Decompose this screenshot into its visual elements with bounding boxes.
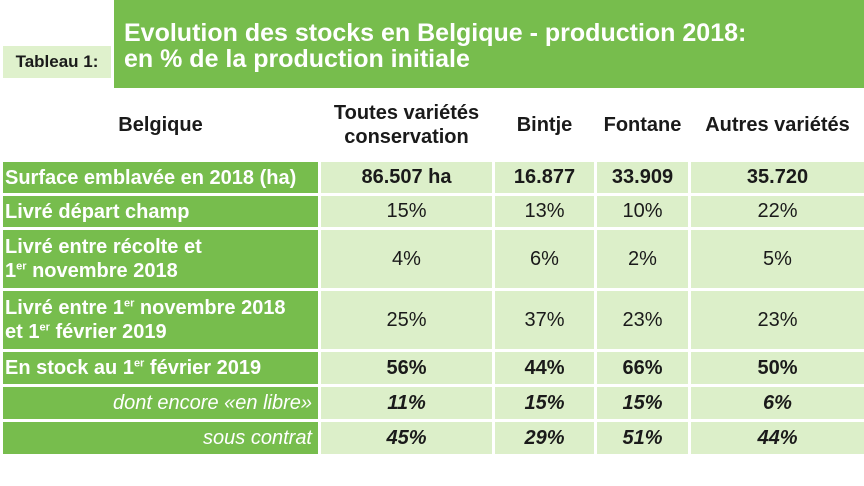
table-cell: 33.909 (594, 159, 691, 196)
table-cell: 22% (688, 193, 864, 230)
row-label: Surface emblavée en 2018 (ha) (0, 159, 321, 196)
table-row: Livré entre récolte et 1er novembre 2018… (0, 227, 864, 291)
table-cell: 29% (492, 419, 597, 457)
table-cell: 16.877 (492, 159, 597, 196)
table-cell: 23% (594, 288, 691, 352)
table-cell: 2% (594, 227, 691, 291)
header-autres-varietes: Autres variétés (688, 88, 864, 162)
table-cell: 23% (688, 288, 864, 352)
header-belgique: Belgique (0, 88, 321, 162)
table-cell: 5% (688, 227, 864, 291)
table-row: sous contrat 45% 29% 51% 44% (0, 419, 864, 457)
table-cell: 11% (318, 384, 495, 422)
table-row: Livré départ champ 15% 13% 10% 22% (0, 193, 864, 230)
table-cell: 66% (594, 349, 691, 387)
row-label-sup: er (39, 321, 50, 334)
title-bar (0, 0, 864, 88)
table-cell: 4% (318, 227, 495, 291)
table-cell: 13% (492, 193, 597, 230)
table-tag: Tableau 1: (3, 46, 111, 78)
row-label: En stock au 1er février 2019 (0, 349, 321, 387)
table-row: En stock au 1er février 2019 56% 44% 66%… (0, 349, 864, 387)
table-cell: 10% (594, 193, 691, 230)
table-row: dont encore «en libre» 11% 15% 15% 6% (0, 384, 864, 422)
table-cell: 86.507 ha (318, 159, 495, 196)
table-cell: 44% (492, 349, 597, 387)
table-cell: 50% (688, 349, 864, 387)
table-cell: 56% (318, 349, 495, 387)
row-label-part: En stock au 1 (5, 357, 134, 379)
table-title: Evolution des stocks en Belgique - produ… (124, 20, 854, 72)
table-cell: 51% (594, 419, 691, 457)
table-cell: 15% (594, 384, 691, 422)
table-row: Livré entre 1er novembre 2018 et 1er fév… (0, 288, 864, 352)
header-row: Belgique Toutes variétés conservation Bi… (0, 88, 864, 162)
row-label: Livré départ champ (0, 193, 321, 230)
table-cell: 15% (492, 384, 597, 422)
table-cell: 35.720 (688, 159, 864, 196)
row-label-part: février 2019 (149, 357, 262, 379)
table-cell: 37% (492, 288, 597, 352)
table-cell: 44% (688, 419, 864, 457)
row-label-sup: er (16, 260, 27, 273)
header-toutes-varietes: Toutes variétés conservation (318, 88, 495, 162)
table-cell: 25% (318, 288, 495, 352)
row-label-sup: er (133, 357, 145, 370)
table-cell: 15% (318, 193, 495, 230)
table-cell: 6% (492, 227, 597, 291)
row-label-part: 1 (5, 260, 17, 282)
row-label: sous contrat (0, 419, 321, 457)
row-label: dont encore «en libre» (0, 384, 321, 422)
title-line-2: en % de la production initiale (124, 45, 470, 73)
title-line-1: Evolution des stocks en Belgique - produ… (124, 19, 747, 47)
table-tag-box: Tableau 1: (0, 0, 114, 88)
table-row: Surface emblavée en 2018 (ha) 86.507 ha … (0, 159, 864, 196)
row-label-part: février 2019 (55, 321, 167, 343)
table-cell: 6% (688, 384, 864, 422)
row-label-part: Livré entre récolte et (5, 236, 202, 258)
row-label-part: novembre 2018 (139, 297, 286, 319)
row-label: Livré entre récolte et 1er novembre 2018 (0, 227, 321, 291)
row-label: Livré entre 1er novembre 2018 et 1er fév… (0, 288, 321, 352)
row-label-sup: er (123, 297, 135, 310)
header-fontane: Fontane (594, 88, 691, 162)
row-label-part: et 1 (5, 321, 40, 343)
header-bintje: Bintje (492, 88, 597, 162)
table-cell: 45% (318, 419, 495, 457)
row-label-part: novembre 2018 (32, 260, 178, 282)
row-label-part: Livré entre 1 (5, 297, 124, 319)
stock-table: Belgique Toutes variétés conservation Bi… (0, 88, 864, 457)
